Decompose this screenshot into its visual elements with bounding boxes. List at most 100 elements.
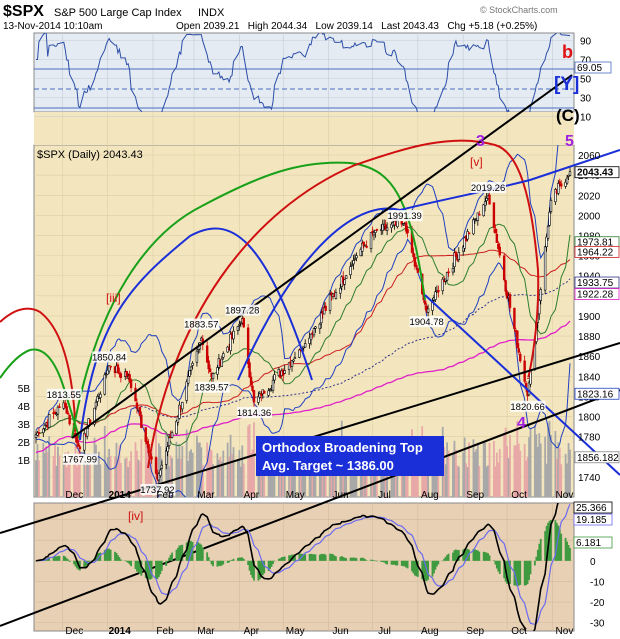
- macd-hist-bar: [493, 560, 495, 561]
- volume-bar: [73, 462, 75, 497]
- macd-hist-bar: [443, 558, 446, 561]
- macd-hist-bar: [454, 549, 457, 561]
- candle-body: [564, 181, 567, 187]
- volume-bar: [487, 465, 489, 497]
- price-value-label: 1922.28: [577, 290, 614, 301]
- macd-hist-bar: [406, 560, 409, 569]
- macd-hist-bar: [494, 560, 497, 565]
- volume-bar: [465, 463, 468, 497]
- quote-line: Open 2039.21 High 2044.34 Low 2039.14 La…: [176, 21, 537, 32]
- volume-bar: [463, 437, 466, 497]
- callout-bg: [184, 318, 220, 330]
- macd-hist-bar: [463, 548, 466, 561]
- macd-hist-bar: [103, 550, 106, 561]
- macd-hist-bar: [569, 547, 571, 561]
- macd-hist-bar: [140, 560, 143, 576]
- volume-bar: [435, 455, 438, 497]
- candle-body: [128, 374, 131, 382]
- macd-hist-bar: [216, 560, 219, 567]
- macd-hist-bar: [475, 550, 478, 561]
- candle-body: [375, 229, 379, 231]
- volume-bar: [352, 464, 355, 497]
- macd-hist-bar: [424, 560, 427, 582]
- macd-hist-bar: [488, 555, 491, 561]
- x-label: Dec: [65, 490, 83, 501]
- candle-body: [93, 407, 96, 425]
- candle-body: [260, 393, 263, 396]
- x-label: Sep: [466, 490, 484, 501]
- volume-bar: [98, 451, 100, 497]
- macd-hist-bar: [421, 560, 424, 580]
- macd-hist-bar: [288, 555, 291, 561]
- macd-hist-bar: [339, 556, 342, 561]
- macd-hist-bar: [283, 556, 286, 561]
- volume-bar: [533, 425, 536, 497]
- volume-bar: [54, 444, 56, 497]
- macd-hist-bar: [495, 560, 498, 569]
- macd-hist-bar: [231, 559, 233, 561]
- candle-body: [138, 406, 142, 416]
- macd-hist-bar: [538, 543, 541, 561]
- macd-hist-bar: [402, 560, 405, 567]
- volume-bar: [569, 449, 571, 497]
- macd-hist-bar: [106, 548, 109, 561]
- candle-body: [167, 437, 171, 446]
- volume-bar: [68, 456, 71, 497]
- macd-hist-bar: [539, 538, 542, 561]
- wave-label-4: 4: [517, 415, 526, 432]
- macd-value-label: 25.366: [576, 503, 607, 514]
- volume-bar: [405, 462, 408, 497]
- macd-hist-bar: [73, 560, 75, 565]
- candle-body: [451, 268, 455, 273]
- macd-hist-bar: [550, 520, 552, 561]
- candle-body: [160, 464, 164, 469]
- volume-bar: [198, 442, 201, 497]
- macd-hist-bar: [557, 525, 560, 561]
- candle-body: [426, 308, 430, 313]
- x-label: 2014: [109, 626, 132, 637]
- volume-bar: [280, 455, 283, 497]
- rsi-tick: 30: [580, 94, 592, 105]
- volume-bar: [462, 452, 465, 497]
- macd-hist-bar: [452, 552, 454, 561]
- price-value-label: 1933.75: [577, 278, 614, 289]
- volume-bar: [519, 450, 522, 497]
- macd-hist-bar: [343, 557, 346, 561]
- macd-hist-bar: [169, 554, 172, 561]
- macd-hist-bar: [485, 552, 488, 561]
- volume-bar: [52, 455, 55, 497]
- volume-bar: [124, 458, 127, 497]
- volume-bar: [485, 466, 488, 497]
- volume-bar: [437, 465, 440, 497]
- macd-hist-bar: [507, 560, 510, 584]
- macd-hist-bar: [207, 557, 210, 561]
- macd-hist-bar: [412, 560, 415, 574]
- macd-value-label: 6.181: [576, 538, 601, 549]
- rsi-area: [34, 33, 574, 112]
- macd-hist-bar: [125, 560, 128, 562]
- volume-bar: [210, 450, 213, 497]
- candle-body: [328, 294, 332, 311]
- callout-bg: [471, 182, 507, 194]
- x-label: Aug: [421, 490, 439, 501]
- volume-bar: [545, 463, 548, 497]
- volume-bar: [46, 451, 49, 497]
- candle-body: [363, 244, 367, 247]
- volume-bar: [272, 461, 274, 497]
- macd-hist-bar: [130, 560, 132, 567]
- candle-body: [75, 435, 79, 444]
- callout-bg: [194, 381, 230, 393]
- candle-body: [242, 318, 245, 328]
- volume-bar: [83, 445, 86, 497]
- volume-bar: [57, 446, 59, 497]
- macd-hist-bar: [554, 520, 557, 561]
- candle-body: [94, 401, 98, 408]
- macd-hist-bar: [253, 560, 255, 581]
- macd-hist-bar: [209, 560, 211, 562]
- volume-bar: [324, 467, 327, 497]
- candle-body: [236, 326, 240, 331]
- price-value-label: 2043.43: [577, 168, 614, 179]
- candle-body: [135, 402, 139, 409]
- volume-bar: [314, 458, 317, 497]
- volume-bar: [495, 452, 498, 497]
